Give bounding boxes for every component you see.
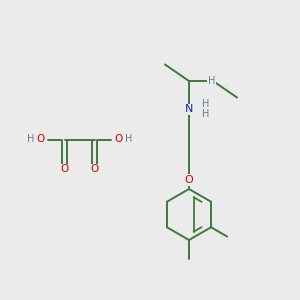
Text: N: N bbox=[185, 104, 193, 115]
Text: H: H bbox=[202, 109, 209, 119]
Text: H: H bbox=[125, 134, 132, 145]
Text: O: O bbox=[90, 164, 99, 175]
Text: H: H bbox=[202, 99, 209, 109]
Text: O: O bbox=[184, 175, 194, 185]
Text: O: O bbox=[114, 134, 123, 145]
Text: H: H bbox=[27, 134, 34, 145]
Text: O: O bbox=[60, 164, 69, 175]
Text: H: H bbox=[208, 76, 215, 86]
Text: O: O bbox=[36, 134, 45, 145]
